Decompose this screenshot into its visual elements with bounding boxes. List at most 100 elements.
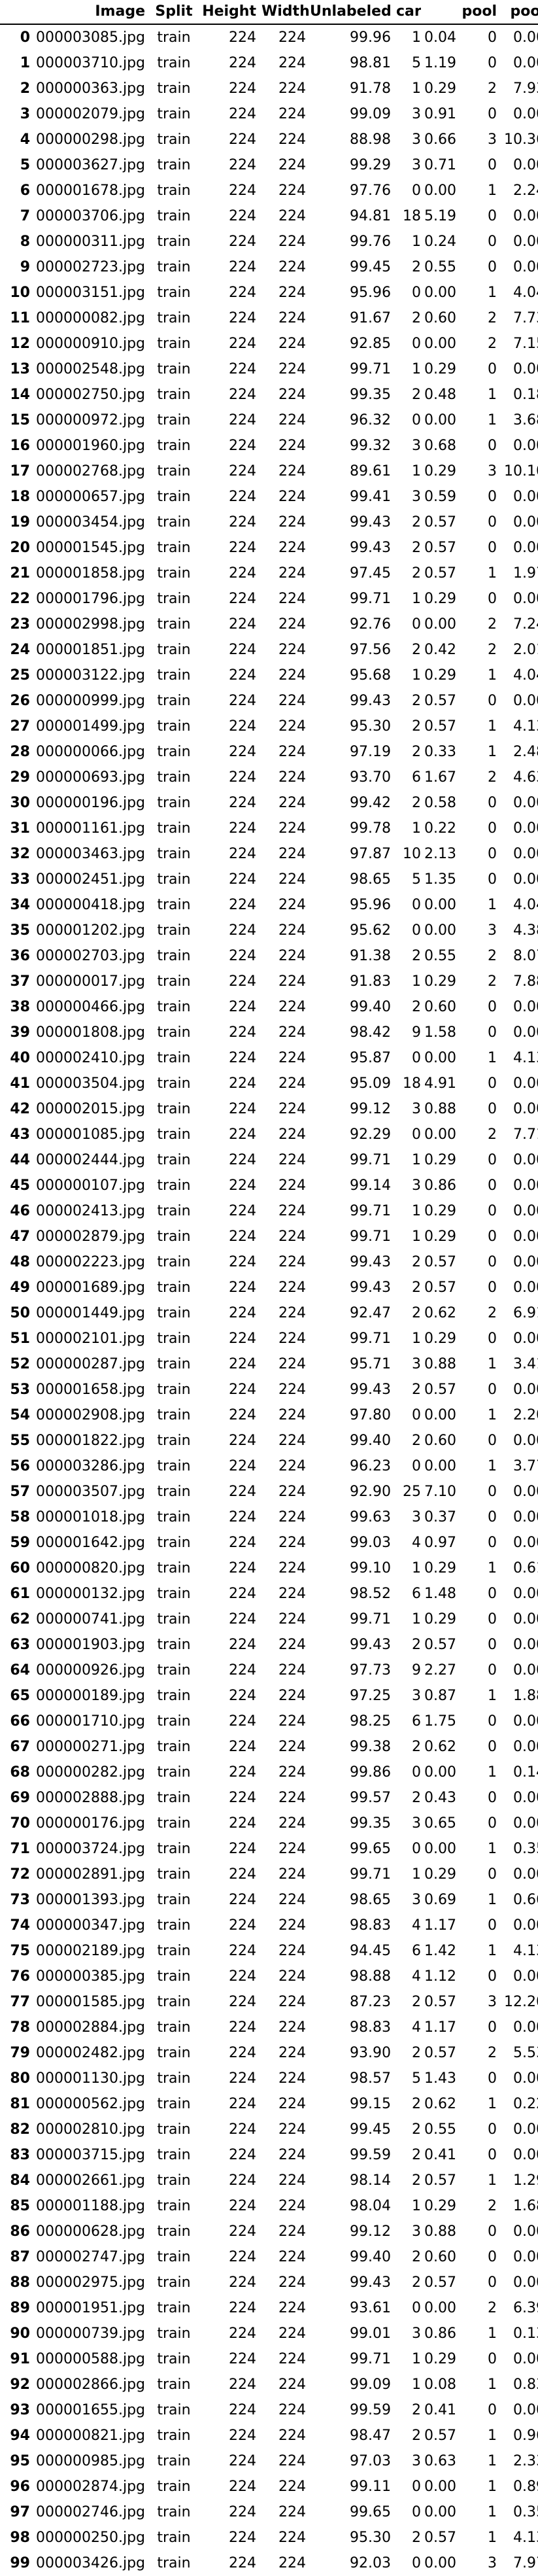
cell-pool-count: 1 [488, 1764, 497, 1781]
table-row: 40 000002410.jpg train 224 224 95.87 0 0.00 1 4.1… [0, 1045, 538, 1071]
cell-split: train [157, 591, 191, 607]
cell-height: 224 [229, 489, 256, 505]
cell-car-count: 0 [412, 412, 421, 428]
cell-height: 224 [229, 234, 256, 250]
cell-car-count: 2 [412, 2172, 421, 2189]
cell-car-count: 0 [412, 2300, 421, 2316]
cell-pool-count: 0 [488, 1484, 497, 1500]
cell-car-pct: 0.91 [424, 106, 456, 122]
cell-index: 54 [10, 1406, 30, 1423]
cell-image: 000000363.jpg [35, 80, 145, 97]
cell-pool-pct: 0.00 [513, 1382, 538, 1398]
cell-unlabeled: 99.01 [350, 2325, 391, 2342]
cell-height: 224 [229, 285, 256, 301]
cell-pool-count: 0 [488, 693, 497, 709]
cell-car-count: 0 [412, 2504, 421, 2520]
cell-index: 95 [10, 2452, 30, 2469]
cell-height: 224 [229, 667, 256, 684]
cell-car-pct: 0.55 [424, 2121, 456, 2138]
cell-car-count: 1 [412, 2376, 421, 2393]
cell-image: 000001130.jpg [35, 2070, 145, 2087]
cell-unlabeled: 99.43 [350, 2274, 391, 2291]
table-row: 24 000001851.jpg train 224 224 97.56 2 0.42 2 2.0… [0, 637, 538, 663]
cell-split: train [157, 208, 191, 224]
cell-pool-pct: 0.00 [513, 1331, 538, 1347]
cell-image: 000001449.jpg [35, 1305, 145, 1321]
cell-pool-pct: 0.00 [513, 1611, 538, 1627]
cell-split: train [157, 1968, 191, 1985]
cell-car-pct: 0.57 [424, 718, 456, 735]
cell-height: 224 [229, 693, 256, 709]
cell-width: 224 [278, 1535, 306, 1551]
cell-pool-count: 0 [488, 1331, 497, 1347]
cell-height: 224 [229, 999, 256, 1015]
cell-car-count: 2 [412, 1305, 421, 1321]
cell-pool-pct: 4.38 [513, 922, 538, 939]
cell-split: train [157, 2376, 191, 2393]
cell-index: 74 [10, 1917, 30, 1934]
cell-car-count: 0 [412, 183, 421, 199]
cell-unlabeled: 99.78 [350, 820, 391, 837]
cell-car-pct: 0.00 [424, 183, 456, 199]
cell-split: train [157, 157, 191, 173]
cell-pool-pct: 0.00 [513, 438, 538, 454]
cell-unlabeled: 99.43 [350, 693, 391, 709]
cell-car-count: 2 [412, 1279, 421, 1296]
cell-pool-pct: 0.00 [513, 1484, 538, 1500]
table-row: 12 000000910.jpg train 224 224 92.85 0 0.00 2 7.1… [0, 331, 538, 357]
cell-index: 57 [10, 1483, 30, 1500]
cell-width: 224 [278, 29, 306, 46]
cell-width: 224 [278, 1815, 306, 1832]
table-row: 37 000000017.jpg train 224 224 91.83 1 0.29 2 7.8… [0, 969, 538, 994]
cell-height: 224 [229, 1892, 256, 1908]
cell-width: 224 [278, 1968, 306, 1985]
cell-split: train [157, 1892, 191, 1908]
cell-pool-count: 0 [488, 1509, 497, 1525]
cell-split: train [157, 1279, 191, 1296]
table-row: 74 000000347.jpg train 224 224 98.83 4 1.17 0 0.0… [0, 1913, 538, 1938]
cell-car-count: 2 [412, 1739, 421, 1755]
cell-width: 224 [278, 2198, 306, 2214]
cell-height: 224 [229, 259, 256, 275]
cell-pool-count: 0 [488, 1382, 497, 1398]
cell-car-pct: 0.08 [424, 2376, 456, 2393]
cell-unlabeled: 94.81 [350, 208, 391, 224]
cell-car-count: 9 [412, 1024, 421, 1041]
cell-index: 66 [10, 1713, 30, 1730]
cell-car-pct: 0.37 [424, 1509, 456, 1525]
cell-index: 85 [10, 2197, 30, 2214]
cell-unlabeled: 99.45 [350, 259, 391, 275]
cell-unlabeled: 99.35 [350, 1815, 391, 1832]
cell-image: 000001545.jpg [35, 540, 145, 556]
cell-car-count: 10 [403, 846, 421, 862]
cell-pool-count: 2 [488, 616, 497, 633]
cell-height: 224 [229, 2428, 256, 2444]
cell-image: 000000298.jpg [35, 131, 145, 148]
cell-pool-pct: 0.00 [513, 1917, 538, 1934]
cell-split: train [157, 1739, 191, 1755]
cell-pool-pct: 7.88 [513, 973, 538, 990]
cell-unlabeled: 99.86 [350, 1764, 391, 1781]
cell-car-count: 25 [403, 1484, 421, 1500]
cell-pool-count: 3 [488, 922, 497, 939]
cell-index: 17 [10, 462, 30, 479]
cell-split: train [157, 2121, 191, 2138]
cell-car-count: 3 [412, 489, 421, 505]
cell-height: 224 [229, 1713, 256, 1730]
cell-width: 224 [278, 1228, 306, 1245]
cell-unlabeled: 91.83 [350, 973, 391, 990]
cell-pool-count: 1 [488, 1407, 497, 1423]
cell-car-pct: 0.86 [424, 2325, 456, 2342]
cell-index: 53 [10, 1381, 30, 1398]
cell-car-pct: 0.57 [424, 514, 456, 531]
cell-unlabeled: 97.76 [350, 183, 391, 199]
cell-car-pct: 0.58 [424, 795, 456, 811]
cell-unlabeled: 99.09 [350, 106, 391, 122]
cell-image: 000000196.jpg [35, 795, 145, 811]
cell-height: 224 [229, 616, 256, 633]
cell-split: train [157, 1790, 191, 1806]
cell-image: 000000926.jpg [35, 1662, 145, 1679]
cell-pool-pct: 1.29 [513, 2172, 538, 2189]
cell-unlabeled: 98.47 [350, 2428, 391, 2444]
cell-car-pct: 0.43 [424, 1790, 456, 1806]
